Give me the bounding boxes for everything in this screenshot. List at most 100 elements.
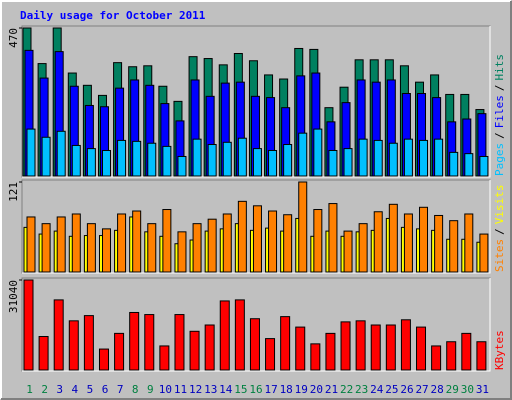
x-tick-label: 11 (174, 383, 187, 396)
bar (283, 144, 293, 177)
bar (129, 311, 140, 371)
bar (23, 279, 34, 371)
bar (403, 138, 413, 177)
bar (222, 213, 232, 273)
bar (207, 144, 217, 177)
bar (479, 233, 489, 273)
legend-entry: Pages (493, 143, 506, 176)
bar (56, 216, 66, 273)
x-tick-label: 13 (204, 383, 217, 396)
bar (86, 148, 96, 177)
x-tick-label: 5 (87, 383, 94, 396)
bar (313, 128, 323, 177)
x-tick-label: 19 (295, 383, 308, 396)
bar (26, 216, 36, 273)
bar (237, 200, 247, 273)
bar (98, 348, 109, 371)
bar (446, 341, 457, 371)
bar (370, 324, 381, 371)
chart-title: Daily usage for October 2011 (20, 9, 206, 22)
x-tick-label: 12 (189, 383, 202, 396)
bar (71, 144, 81, 177)
bar (268, 149, 278, 177)
bar (265, 338, 276, 371)
x-tick-label: 26 (400, 383, 413, 396)
legend-separator: / (493, 228, 506, 235)
bar (343, 148, 353, 177)
bar (162, 145, 172, 177)
bar (373, 211, 383, 273)
legend-separator: / (493, 85, 506, 92)
x-tick-label: 8 (132, 383, 139, 396)
bar (192, 138, 202, 177)
bar (132, 210, 142, 273)
bar (358, 138, 368, 177)
bar (147, 223, 157, 273)
bar (310, 343, 321, 371)
bar (328, 203, 338, 273)
bar (68, 320, 79, 371)
bar (449, 220, 459, 273)
bar (434, 214, 444, 273)
x-tick-label: 21 (325, 383, 338, 396)
x-tick-label: 6 (102, 383, 109, 396)
bar (26, 128, 36, 177)
legend: Pages / Files / Hits (493, 54, 506, 176)
plot-bevel (22, 278, 491, 372)
bar (358, 223, 368, 273)
bar (252, 205, 262, 273)
bar (355, 320, 366, 371)
legend-entry: Files (493, 95, 506, 128)
bar (237, 137, 247, 177)
x-tick-label: 23 (355, 383, 368, 396)
x-tick-label: 3 (56, 383, 63, 396)
bar (325, 332, 336, 371)
bar (83, 315, 94, 371)
bar (71, 213, 81, 273)
x-tick-label: 9 (147, 383, 154, 396)
bar (328, 149, 338, 177)
x-tick-label: 27 (415, 383, 428, 396)
y-tick-label: 31040 (7, 280, 20, 313)
bar (385, 324, 396, 371)
bar (476, 341, 487, 371)
bar (204, 324, 215, 371)
bar (298, 132, 308, 177)
x-tick-label: 1 (26, 383, 33, 396)
bar (283, 214, 293, 273)
x-tick-label: 14 (219, 383, 233, 396)
bar (388, 142, 398, 177)
x-tick-label: 4 (72, 383, 79, 396)
legend-separator: / (493, 132, 506, 139)
bar (461, 332, 472, 371)
bar (117, 139, 127, 177)
bar (159, 345, 170, 371)
y-tick-label: 470 (7, 28, 20, 48)
bar (249, 318, 260, 371)
bar (403, 213, 413, 273)
bar (298, 181, 308, 273)
bar (114, 332, 125, 371)
bar (252, 148, 262, 177)
bar (388, 203, 398, 273)
x-tick-label: 25 (385, 383, 398, 396)
bar (192, 223, 202, 273)
legend-entry: KBytes (493, 330, 506, 370)
legend-entry: Hits (493, 54, 506, 81)
x-tick-label: 24 (370, 383, 384, 396)
bar (434, 138, 444, 177)
bar (56, 130, 66, 177)
bar (373, 139, 383, 177)
bar (41, 136, 51, 177)
bar (419, 206, 429, 273)
bar (464, 153, 474, 177)
bar (86, 223, 96, 273)
bar (101, 149, 111, 177)
bar (479, 155, 489, 177)
x-tick-label: 18 (280, 383, 293, 396)
y-tick-label: 121 (7, 182, 20, 202)
bar (132, 140, 142, 177)
x-tick-label: 28 (431, 383, 444, 396)
